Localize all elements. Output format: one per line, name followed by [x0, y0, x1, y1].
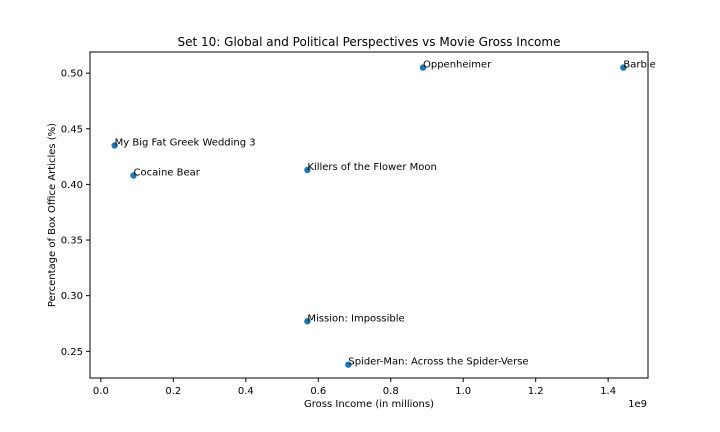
data-point — [345, 361, 352, 368]
y-tick-label: 0.40 — [61, 180, 83, 191]
data-point — [304, 318, 311, 325]
y-tick-label: 0.50 — [61, 69, 83, 80]
data-point — [130, 172, 137, 179]
x-axis-ticks: 0.0 0.2 0.4 0.6 0.8 1.0 1.2 1.4 — [93, 378, 616, 397]
x-tick-label: 1.2 — [528, 386, 544, 397]
point-label: Oppenheimer — [423, 60, 492, 71]
x-tick-label: 1.0 — [455, 386, 471, 397]
x-tick-label: 0.8 — [383, 386, 399, 397]
x-tick-label: 0.6 — [310, 386, 326, 397]
point-label: Barbie — [623, 60, 655, 71]
point-label: My Big Fat Greek Wedding 3 — [115, 137, 256, 148]
x-axis-offset-label: 1e9 — [628, 399, 647, 410]
y-axis-label: Percentage of Box Office Articles (%) — [47, 123, 58, 307]
data-point — [304, 166, 311, 174]
point-label: Mission: Impossible — [307, 313, 404, 324]
y-tick-label: 0.25 — [61, 347, 83, 358]
x-tick-label: 1.4 — [600, 386, 616, 397]
chart-title: Set 10: Global and Political Perspective… — [178, 35, 561, 49]
x-tick-label: 0.0 — [93, 386, 109, 397]
y-tick-label: 0.45 — [61, 124, 83, 135]
axes-frame — [89, 51, 649, 379]
x-tick-label: 0.2 — [165, 386, 181, 397]
plot-area: Barbie Oppenheimer My Big Fat Greek Weddin… — [111, 60, 656, 368]
point-label: Cocaine Bear — [133, 168, 200, 179]
y-axis-ticks: 0.25 0.30 0.35 0.40 0.45 0.50 — [61, 69, 90, 358]
x-tick-label: 0.4 — [238, 386, 254, 397]
point-label: Spider-Man: Across the Spider-Verse — [348, 357, 528, 368]
data-point — [620, 64, 627, 71]
data-point — [419, 64, 427, 71]
y-tick-label: 0.35 — [61, 236, 83, 247]
y-tick-label: 0.30 — [61, 291, 83, 302]
data-point — [111, 142, 118, 149]
x-axis-label: Gross Income (in millions) — [304, 399, 434, 410]
point-label: Killers of the Flower Moon — [307, 162, 436, 173]
